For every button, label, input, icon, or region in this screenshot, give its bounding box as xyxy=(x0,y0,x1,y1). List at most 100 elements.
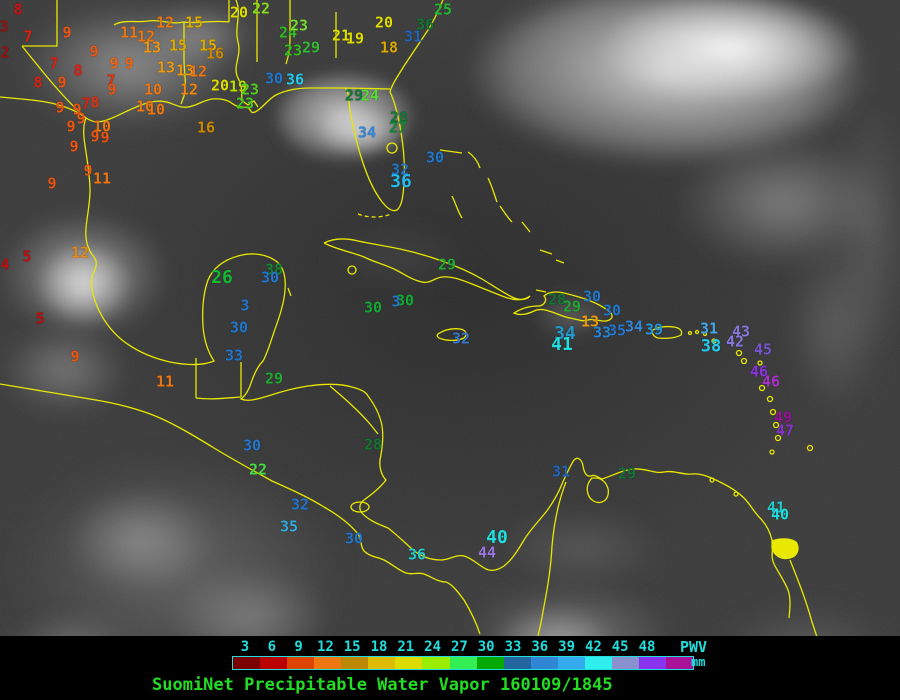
station-value: 42 xyxy=(725,332,745,351)
station-value: 9 xyxy=(70,347,80,366)
station-value: 8 xyxy=(13,0,23,19)
station-value: 9 xyxy=(57,73,67,92)
station-value: 9 xyxy=(100,128,110,147)
station-value: 11 xyxy=(92,169,112,188)
station-value: 35 xyxy=(607,321,627,340)
station-value: 9 xyxy=(89,42,99,61)
colorbar-segment xyxy=(666,657,694,669)
station-value: 10 xyxy=(146,100,166,119)
station-value: 29 xyxy=(617,464,637,483)
station-value: 35 xyxy=(279,517,299,536)
station-value: 7 xyxy=(49,54,59,73)
station-value: 5 xyxy=(22,247,32,266)
station-value: 10 xyxy=(143,80,163,99)
station-value: 29 xyxy=(301,38,321,57)
pwv-tick-label: 48 xyxy=(638,639,656,655)
station-value: 44 xyxy=(477,543,497,562)
station-value: 13 xyxy=(142,38,162,57)
station-value: 8 xyxy=(73,61,83,80)
colorbar-segment xyxy=(395,657,423,669)
station-value: 34 xyxy=(357,123,377,142)
station-value: 9 xyxy=(69,137,79,156)
station-value: 15 xyxy=(168,36,188,55)
station-value: 24 xyxy=(360,86,380,105)
station-value: 7 xyxy=(23,27,33,46)
station-value: 4 xyxy=(0,255,10,274)
pwv-tick-label: 45 xyxy=(611,639,629,655)
station-value: 36 xyxy=(407,545,427,564)
station-value: 3 xyxy=(0,17,9,36)
colorbar-segment xyxy=(611,657,639,669)
pwv-tick-label: 6 xyxy=(267,639,277,655)
station-value: 9 xyxy=(124,54,134,73)
colorbar-segment xyxy=(476,657,504,669)
station-value: 29 xyxy=(437,255,457,274)
station-value: 30 xyxy=(229,318,249,337)
colorbar-segment xyxy=(314,657,342,669)
colorbar-segment xyxy=(260,657,288,669)
station-value: 30 xyxy=(425,148,445,167)
station-value: 9 xyxy=(83,161,93,180)
station-value: 16 xyxy=(196,118,216,137)
station-value: 20 xyxy=(229,3,249,22)
colorbar-segment xyxy=(341,657,369,669)
pwv-tick-label: 33 xyxy=(504,639,522,655)
station-value: 9 xyxy=(66,117,76,136)
station-value: 31 xyxy=(551,462,571,481)
colorbar-segment xyxy=(557,657,585,669)
station-value: 46 xyxy=(761,372,781,391)
station-values-layer: 8 3 7 2 9 9 11 12 12 15 20 22 13 15 15 16 7 8 9 9 13 13 12 8 9 7 9… xyxy=(0,0,795,564)
station-value: 28 xyxy=(363,435,383,454)
pwv-tick-label: 18 xyxy=(370,639,388,655)
station-value: 23 xyxy=(289,16,309,35)
pwv-unit-label: PWV xyxy=(680,638,708,656)
station-value: 19 xyxy=(345,29,365,48)
pwv-tick-label: 24 xyxy=(424,639,442,655)
pwv-tick-label: 15 xyxy=(343,639,361,655)
station-value: 45 xyxy=(753,340,773,359)
station-value: 23 xyxy=(235,94,255,113)
station-value: 32 xyxy=(451,329,471,348)
station-value: 12 xyxy=(179,80,199,99)
station-value: 29 xyxy=(562,297,582,316)
station-value: 3 xyxy=(391,292,401,311)
station-value: 30 xyxy=(582,287,602,306)
pwv-tick-label: 12 xyxy=(316,639,334,655)
station-value: 12 xyxy=(70,243,90,262)
station-value: 47 xyxy=(775,421,795,440)
station-value: 27 xyxy=(388,118,408,137)
station-value: 18 xyxy=(379,38,399,57)
station-value: 31 xyxy=(403,27,423,46)
station-value: 29 xyxy=(264,369,284,388)
station-value: 25 xyxy=(433,0,453,19)
colorbar-segment xyxy=(530,657,558,669)
station-value: 26 xyxy=(211,267,233,288)
station-value: 13 xyxy=(156,58,176,77)
station-value: 11 xyxy=(155,372,175,391)
product-title: SuomiNet Precipitable Water Vapor 160109… xyxy=(152,675,613,695)
station-value: 9 xyxy=(55,98,65,117)
station-value: 11 xyxy=(119,23,139,42)
station-value: 36 xyxy=(285,70,305,89)
station-value: 9 xyxy=(109,54,119,73)
station-value: 2 xyxy=(0,43,10,62)
station-value: 9 xyxy=(107,80,117,99)
station-value: 33 xyxy=(224,346,244,365)
station-value: 31 xyxy=(699,319,719,338)
station-value: 15 xyxy=(184,13,204,32)
pwv-tick-label: 42 xyxy=(584,639,602,655)
station-value: 39 xyxy=(644,320,664,339)
station-value: 30 xyxy=(602,301,622,320)
station-value: 16 xyxy=(205,44,225,63)
station-value: 9 xyxy=(47,174,57,193)
station-value: 22 xyxy=(251,0,271,18)
pwv-unit-sub-label: mm xyxy=(691,655,706,669)
station-value: 9 xyxy=(76,109,86,128)
colorbar-segment xyxy=(449,657,477,669)
colorbar xyxy=(232,656,694,670)
station-value: 40 xyxy=(770,505,790,524)
colorbar-segment xyxy=(584,657,612,669)
colorbar-segment xyxy=(638,657,666,669)
pwv-tick-label: 9 xyxy=(294,639,303,655)
